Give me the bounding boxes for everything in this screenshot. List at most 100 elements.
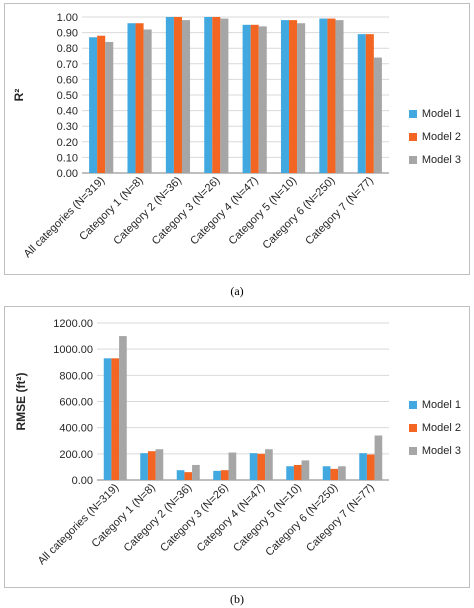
chart-b-legend: Model 1 Model 2 Model 3: [408, 393, 461, 462]
bar-model-1: [359, 453, 367, 480]
x-tick-label: Category 3 (N=26): [158, 482, 231, 555]
x-tick-label: Category 1 (N=8): [90, 482, 158, 550]
y-tick-label: 0.00: [72, 475, 93, 487]
legend-swatch: [408, 400, 417, 409]
legend-item: Model 1: [408, 102, 461, 125]
y-tick-label: 0.80: [57, 43, 78, 55]
x-tick-label: Category 4 (N=47): [188, 175, 261, 248]
chart-b: 0.00 200.00 400.00 600.00 800.00 1000.00 1200.…: [4, 306, 470, 588]
y-tick-label: 0.20: [57, 137, 78, 149]
x-tick-label: Category 5 (N=10): [231, 482, 304, 555]
bar-model-1: [242, 24, 251, 173]
bar-model-3: [335, 20, 344, 174]
bar-model-3: [265, 449, 273, 480]
bar-model-3: [301, 460, 310, 480]
legend-swatch: [408, 423, 417, 432]
y-tick-label: 0.00: [57, 168, 78, 180]
y-tick-label: 1.00: [57, 12, 78, 24]
y-tick-label: 1000.00: [53, 344, 93, 356]
bar-model-1: [204, 17, 213, 173]
bar-model-2: [147, 451, 156, 480]
x-tick-label: Category 7 (N=77): [304, 482, 377, 555]
bar-model-1: [286, 466, 294, 480]
y-tick-label: 0.90: [57, 28, 78, 40]
x-tick-label: Category 6 (N=250): [261, 175, 338, 252]
chart-b-plot: 0.00 200.00 400.00 600.00 800.00 1000.00 1200.…: [14, 318, 389, 567]
legend-swatch: [408, 155, 417, 164]
x-tick-label: Category 4 (N=47): [195, 482, 268, 555]
x-tick-label: Category 2 (N=36): [111, 175, 184, 248]
y-tick-label: 0.40: [57, 106, 78, 118]
y-axis-label: R²: [12, 89, 26, 102]
bar-model-1: [322, 466, 331, 480]
bar-model-1: [280, 20, 290, 174]
bar-model-2: [293, 464, 302, 480]
legend-label: Model 3: [421, 153, 461, 166]
legend-swatch: [408, 446, 417, 455]
legend-label: Model 2: [421, 130, 461, 143]
legend-swatch: [408, 109, 417, 118]
bar-model-2: [97, 35, 106, 173]
y-tick-label: 0.60: [57, 74, 78, 86]
legend-item: Model 1: [408, 393, 461, 416]
bar-model-1: [213, 470, 221, 480]
bar-model-2: [365, 34, 374, 173]
bar-model-2: [289, 20, 298, 174]
bar-model-1: [165, 17, 174, 173]
y-tick-label: 800.00: [59, 370, 93, 382]
bar-model-3: [338, 466, 346, 480]
bar-model-3: [155, 449, 164, 480]
bar-model-2: [184, 472, 193, 480]
x-tick-label: Category 5 (N=10): [226, 175, 299, 248]
y-tick-label: 400.00: [59, 423, 93, 435]
bar-model-2: [366, 454, 375, 480]
y-tick-label: 0.70: [57, 59, 78, 71]
chart-a-legend: Model 1 Model 2 Model 3: [408, 102, 461, 171]
legend-label: Model 3: [421, 444, 461, 457]
bar-model-3: [105, 41, 114, 174]
legend-label: Model 1: [421, 398, 461, 411]
legend-item: Model 3: [408, 439, 461, 462]
bar-model-1: [89, 37, 98, 173]
bar-model-2: [173, 17, 182, 173]
bar-model-3: [373, 57, 382, 174]
bar-model-2: [135, 23, 144, 173]
bar-model-1: [127, 23, 136, 173]
bar-model-1: [176, 470, 185, 480]
bar-model-2: [327, 18, 336, 174]
y-axis-label: RMSE (ft²): [14, 373, 28, 431]
x-tick-label: Category 7 (N=77): [303, 175, 376, 248]
legend-label: Model 1: [421, 107, 461, 120]
bar-model-1: [140, 453, 148, 480]
bar-model-2: [212, 17, 221, 173]
y-tick-label: 200.00: [59, 449, 93, 461]
bar-model-1: [103, 358, 112, 480]
x-tick-label: Category 3 (N=26): [150, 175, 223, 248]
chart-a: 0.00 0.10 0.20 0.30 0.40 0.50 0.60 0.70 0.80 0.90…: [4, 3, 470, 275]
bar-model-3: [258, 26, 267, 173]
y-tick-label: 600.00: [59, 397, 93, 409]
bar-model-2: [111, 358, 120, 480]
bar-model-2: [220, 470, 229, 480]
bar-model-3: [228, 452, 237, 480]
bar-model-2: [257, 453, 266, 480]
bar-model-1: [319, 18, 328, 174]
bar-model-2: [250, 24, 259, 173]
bar-model-1: [357, 34, 366, 173]
bar-model-3: [119, 336, 127, 480]
y-tick-label: 0.50: [57, 90, 78, 102]
legend-item: Model 2: [408, 125, 461, 148]
legend-item: Model 3: [408, 148, 461, 171]
chart-a-caption: (a): [230, 284, 244, 298]
y-tick-label: 0.10: [57, 152, 78, 164]
bar-model-3: [192, 464, 200, 480]
y-tick-label: 1200.00: [53, 318, 93, 330]
chart-b-caption: (b): [230, 592, 244, 606]
legend-swatch: [408, 132, 417, 141]
legend-item: Model 2: [408, 416, 461, 439]
chart-a-plot: 0.00 0.10 0.20 0.30 0.40 0.50 0.60 0.70 0.80 0.90…: [12, 12, 389, 260]
y-tick-label: 0.30: [57, 121, 78, 133]
bar-model-3: [143, 29, 152, 174]
legend-label: Model 2: [421, 421, 461, 434]
bar-model-3: [374, 435, 383, 480]
